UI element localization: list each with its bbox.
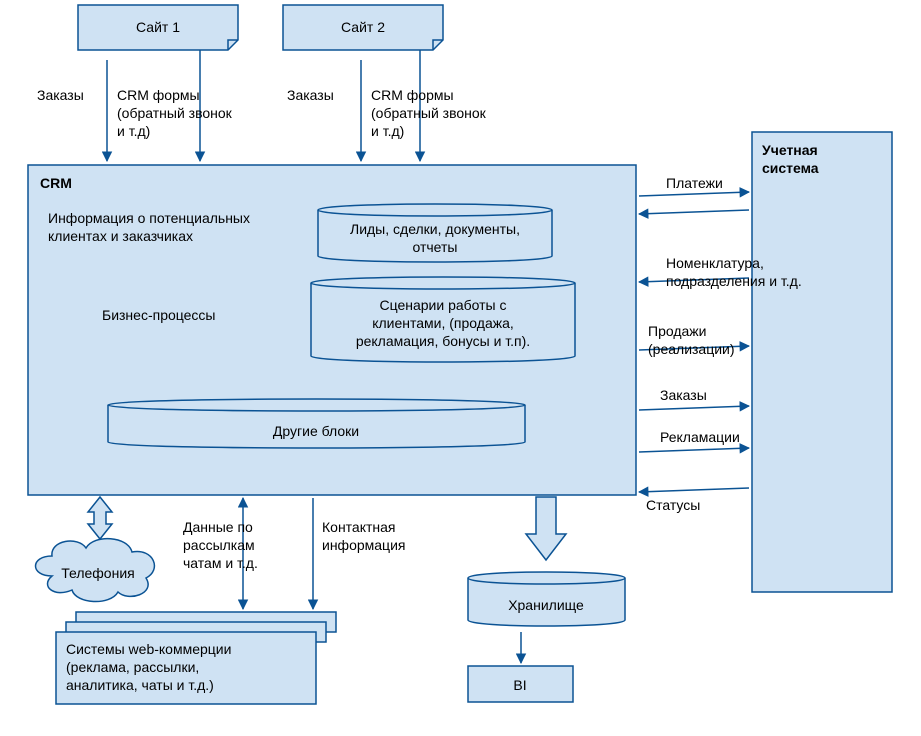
crm-biz-label: Бизнес-процессы [102,307,215,323]
cyl1-l2: отчеты [413,239,458,255]
arrow-statuses [639,488,749,492]
telephony-cloud: Телефония [36,539,155,602]
telephony-label: Телефония [61,565,134,581]
storage-cylinder: Хранилище [468,572,625,626]
crm-diagram: Сайт 1 Сайт 2 Заказы CRM формы (обратный… [0,0,921,736]
cylinder-leads: Лиды, сделки, документы, отчеты [318,204,552,262]
cyl2-l2: клиентами, (продажа, [372,315,514,331]
site2-node: Сайт 2 [283,5,443,50]
edge-mailing-l1: Данные по [183,519,253,535]
edge-crmforms1-l2: (обратный звонок [117,105,233,121]
arrow-complaints [639,448,749,452]
edge-orders2-label: Заказы [287,87,334,103]
crm-title-label: CRM [40,175,72,191]
edge-statuses-label: Статусы [646,497,700,513]
cylinder-other: Другие блоки [108,399,525,448]
storage-label: Хранилище [508,597,584,613]
edge-sales-l1: Продажи [648,323,706,339]
edge-mailing-l3: чатам и т.д. [183,555,258,571]
edge-orders3-label: Заказы [660,387,707,403]
edge-payments-label: Платежи [666,175,723,191]
edge-crmforms2-l2: (обратный звонок [371,105,487,121]
edge-nomen-l2: подразделения и т.д. [666,273,802,289]
arrow-payments [639,192,749,196]
accounting-l1: Учетная [762,142,818,158]
edge-mailing-l2: рассылкам [183,537,255,553]
cyl2-l3: рекламация, бонусы и т.п). [356,333,530,349]
edge-nomen-l1: Номенклатура, [666,255,764,271]
site1-node: Сайт 1 [78,5,238,50]
cyl1-l1: Лиды, сделки, документы, [350,221,520,237]
webcom-l1: Системы web-коммерции [66,641,231,657]
edge-sales-l2: (реализации) [648,341,735,357]
crm-info-l1: Информация о потенциальных [48,210,250,226]
site2-label: Сайт 2 [341,19,385,35]
accounting-box [752,132,892,592]
edge-contact-l2: информация [322,537,405,553]
edge-contact-l1: Контактная [322,519,396,535]
webcom-l2: (реклама, рассылки, [66,659,199,675]
webcommerce-stack: Системы web-коммерции (реклама, рассылки… [56,612,336,704]
accounting-l2: система [762,160,819,176]
edge-crmforms1-l3: и т.д) [117,123,150,139]
cyl2-l1: Сценарии работы с [379,297,506,313]
cyl3-label: Другие блоки [273,423,359,439]
edge-crmforms2-l1: CRM формы [371,87,454,103]
edge-orders1-label: Заказы [37,87,84,103]
arrow-telephony-double [88,497,112,539]
edge-complaints-label: Рекламации [660,429,740,445]
edge-crmforms1-l1: CRM формы [117,87,200,103]
arrow-storage-block [526,497,566,560]
arrow-payments-back [639,210,749,214]
cylinder-scenarios: Сценарии работы с клиентами, (продажа, р… [311,277,575,362]
edge-crmforms2-l3: и т.д) [371,123,404,139]
arrow-orders3 [639,406,749,410]
site1-label: Сайт 1 [136,19,180,35]
webcom-l3: аналитика, чаты и т.д.) [66,677,214,693]
crm-info-l2: клиентах и заказчиках [48,228,193,244]
bi-label: BI [513,677,526,693]
